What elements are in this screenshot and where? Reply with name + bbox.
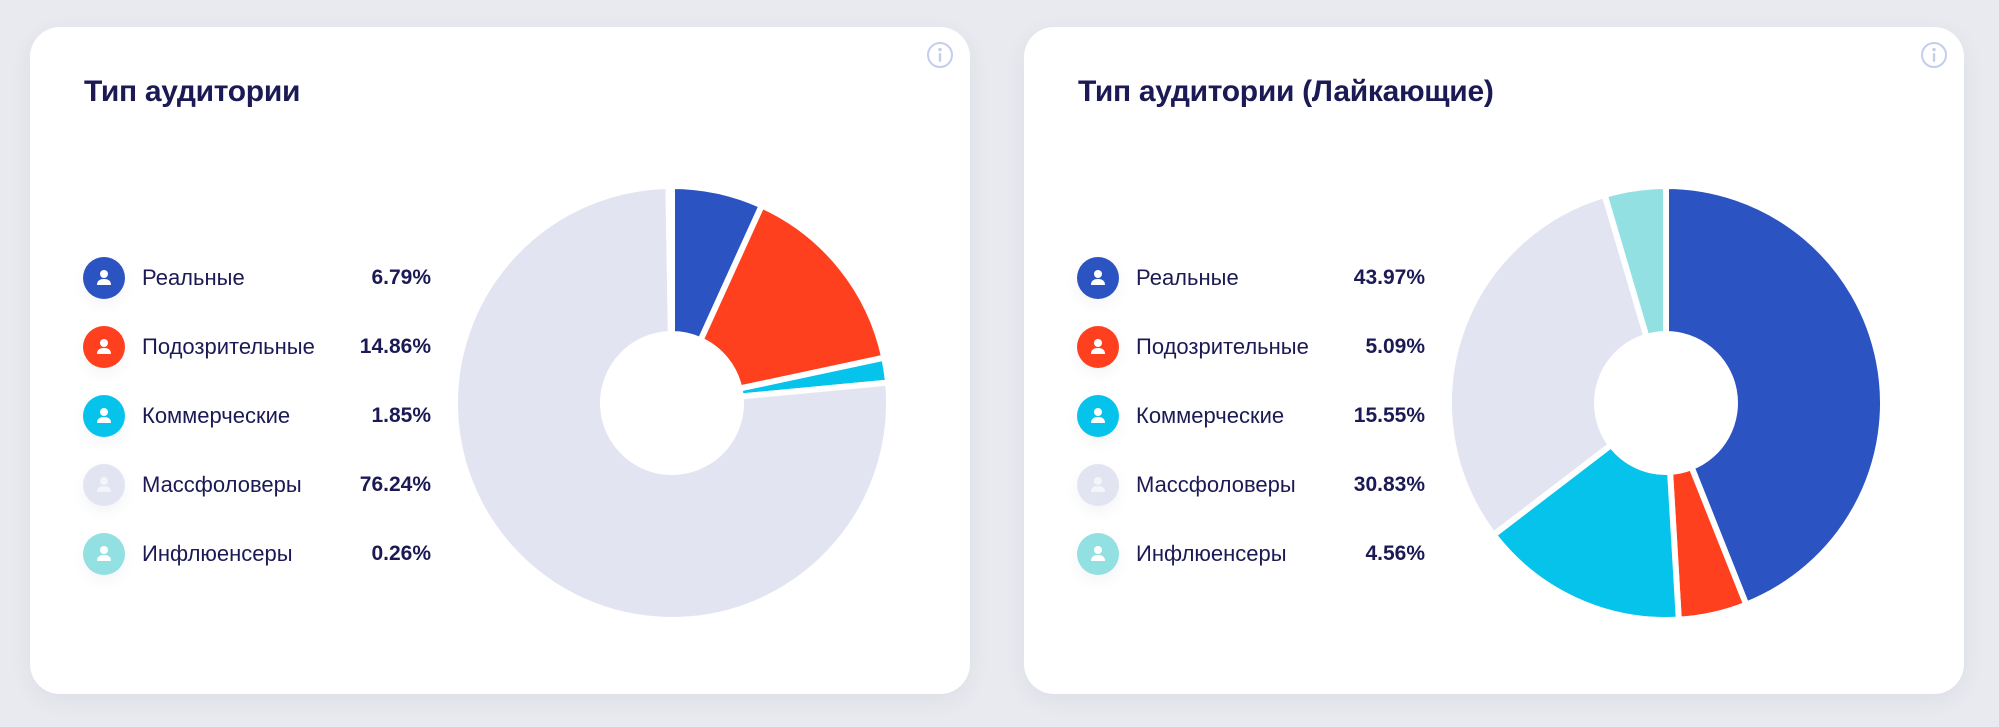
user-icon — [83, 325, 125, 368]
legend-item-suspicious[interactable]: Подозрительные 14.86% — [83, 312, 431, 381]
legend-label: Коммерческие — [142, 402, 291, 428]
card-title: Тип аудитории (Лайкающие) — [1078, 75, 1494, 108]
legend-label: Инфлюенсеры — [1136, 540, 1287, 566]
chart-legend: Реальные 43.97% Подозрительные 5.09% Ком… — [1077, 243, 1425, 588]
legend-label: Подозрительные — [1136, 333, 1309, 359]
donut-chart[interactable] — [1446, 183, 1886, 623]
legend-value: 1.85% — [371, 403, 431, 427]
user-icon — [83, 394, 125, 437]
legend-value: 0.26% — [371, 541, 431, 565]
legend-item-massfollowers[interactable]: Массфоловеры 76.24% — [83, 450, 431, 519]
donut-slice[interactable] — [1601, 183, 1669, 340]
legend-item-influencers[interactable]: Инфлюенсеры 0.26% — [83, 519, 431, 588]
legend-value: 30.83% — [1353, 472, 1425, 496]
user-icon — [83, 256, 125, 299]
legend-value: 43.97% — [1353, 265, 1425, 289]
legend-label: Инфлюенсеры — [142, 540, 293, 566]
card-title: Тип аудитории — [84, 75, 301, 108]
legend-label: Подозрительные — [142, 333, 315, 359]
user-icon — [1077, 256, 1119, 299]
legend-value: 14.86% — [359, 334, 431, 358]
legend-value: 76.24% — [359, 472, 431, 496]
user-icon — [1077, 394, 1119, 437]
user-icon — [1077, 463, 1119, 506]
user-icon — [83, 463, 125, 506]
info-circle-icon[interactable] — [926, 41, 954, 69]
donut-slice[interactable] — [1663, 183, 1886, 608]
donut-slice[interactable] — [697, 202, 888, 392]
legend-item-influencers[interactable]: Инфлюенсеры 4.56% — [1077, 519, 1425, 588]
legend-item-real[interactable]: Реальные 6.79% — [83, 243, 431, 312]
audience-type-card: Тип аудитории Реальные 6.79% Подозритель… — [30, 27, 970, 694]
legend-item-massfollowers[interactable]: Массфоловеры 30.83% — [1077, 450, 1425, 519]
legend-label: Коммерческие — [1136, 402, 1285, 428]
user-icon — [83, 532, 125, 575]
legend-label: Массфоловеры — [142, 471, 302, 497]
legend-value: 6.79% — [371, 265, 431, 289]
legend-item-suspicious[interactable]: Подозрительные 5.09% — [1077, 312, 1425, 381]
user-icon — [1077, 532, 1119, 575]
donut-chart[interactable] — [452, 183, 892, 623]
chart-legend: Реальные 6.79% Подозрительные 14.86% Ком… — [83, 243, 431, 588]
legend-value: 4.56% — [1365, 541, 1425, 565]
legend-value: 5.09% — [1365, 334, 1425, 358]
donut-slice[interactable] — [1446, 191, 1650, 538]
info-circle-icon[interactable] — [1920, 41, 1948, 69]
legend-label: Реальные — [1136, 264, 1239, 290]
legend-label: Реальные — [142, 264, 245, 290]
legend-label: Массфоловеры — [1136, 471, 1296, 497]
donut-slice[interactable] — [452, 183, 892, 623]
legend-value: 15.55% — [1353, 403, 1425, 427]
legend-item-commercial[interactable]: Коммерческие 15.55% — [1077, 381, 1425, 450]
legend-item-commercial[interactable]: Коммерческие 1.85% — [83, 381, 431, 450]
legend-item-real[interactable]: Реальные 43.97% — [1077, 243, 1425, 312]
donut-slice[interactable] — [665, 183, 675, 338]
donut-slice[interactable] — [1490, 441, 1682, 623]
audience-type-likers-card: Тип аудитории (Лайкающие) Реальные 43.97… — [1024, 27, 1964, 694]
user-icon — [1077, 325, 1119, 368]
